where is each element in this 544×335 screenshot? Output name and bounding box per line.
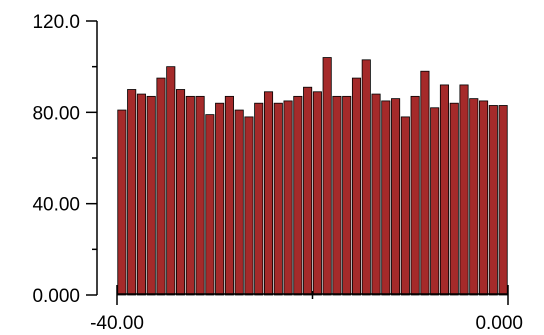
histogram-bar [293,95,303,296]
histogram-bar [234,109,244,296]
histogram-bar [351,77,362,296]
histogram-bar [312,91,322,296]
histogram-bar [224,95,234,296]
tick-labels-group: 0.000 40.00 80.00 120.0 -40.00 0.000 [32,12,523,334]
histogram-bar [263,91,274,296]
histogram-bar [439,84,449,296]
histogram-bar [469,98,479,296]
y-tick-label: 80.00 [32,103,80,124]
histogram-bar [273,102,283,296]
histogram-bar [303,86,313,296]
histogram-bar [361,59,371,296]
x-tick-label: 0.000 [475,313,523,334]
histogram-bar [342,95,352,296]
histogram-bar [117,109,127,296]
histogram-bar [488,105,498,296]
histogram-bar [400,116,410,296]
histogram-bar [459,84,469,296]
histogram-bar [215,102,225,296]
histogram-bar [254,102,264,296]
histogram-bar [244,116,254,296]
histogram-bar [410,95,420,296]
histogram-bar [156,77,166,296]
histogram-bar [127,89,137,296]
histogram-bar [371,93,381,296]
y-tick-label: 40.00 [32,195,80,216]
y-tick-label: 120.0 [32,12,80,33]
histogram-bar [479,100,489,296]
histogram-bar [146,95,156,296]
histogram-bar [166,66,176,296]
histogram-bar [322,57,332,296]
histogram-bar [283,100,293,296]
axes-group [86,20,509,305]
histogram-bar [449,102,459,296]
histogram-bar [205,114,215,296]
histogram-bar [185,95,195,296]
histogram-bar [195,95,205,296]
histogram-bar [420,70,430,296]
histogram-bar [391,98,401,296]
y-tick-label: 0.000 [32,286,80,307]
x-tick-label: -40.00 [90,313,144,334]
histogram-bar [381,100,391,296]
histogram-bar [498,105,508,296]
histogram-bar [430,107,440,296]
histogram-bar [332,95,342,296]
bars-group [117,57,508,296]
histogram-bar [175,89,186,296]
histogram-bar [136,93,146,296]
